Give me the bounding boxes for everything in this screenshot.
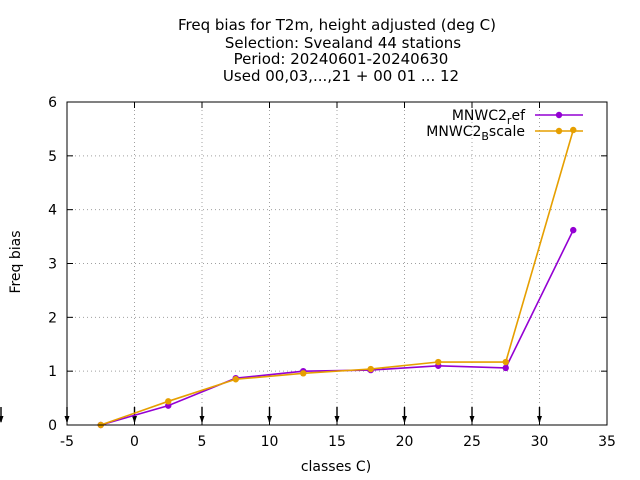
y-tick-label: 0 (48, 418, 57, 434)
title-line-3: Period: 20240601-20240630 (234, 50, 449, 68)
legend-marker (555, 111, 563, 119)
x-tick-label: 0 (130, 434, 139, 450)
data-point (502, 358, 509, 366)
y-tick-label: 6 (48, 95, 57, 111)
title-line-1: Freq bias for T2m, height adjusted (deg … (178, 16, 496, 34)
legend-label: MNWC2Bscale (426, 124, 525, 143)
y-tick-label: 3 (48, 257, 57, 273)
x-tick-label: 15 (328, 434, 346, 450)
data-point (435, 358, 442, 366)
data-point (232, 376, 239, 383)
chart-title: Freq bias for T2m, height adjusted (deg … (178, 16, 496, 85)
y-axis-label: Freq bias (8, 230, 24, 293)
x-tick-label: 5 (198, 434, 207, 450)
y-tick-label: 4 (48, 203, 57, 219)
x-tick-label: 10 (261, 434, 279, 450)
x-axis-label: classes C) (301, 459, 371, 475)
x-tick-label: 35 (598, 434, 616, 450)
data-point (502, 364, 509, 372)
class-marks (0, 407, 542, 423)
title-line-4: Used 00,03,...,21 + 00 01 ... 12 (223, 67, 459, 85)
data-point (570, 126, 577, 134)
class-mark-head (0, 416, 4, 423)
data-point (165, 398, 172, 405)
x-tick-label: 20 (396, 434, 414, 450)
series-line (100, 229, 574, 426)
y-tick-label: 2 (48, 310, 57, 326)
x-tick-label: -5 (60, 434, 74, 450)
x-tick-label: 30 (531, 434, 549, 450)
legend-marker (555, 127, 563, 135)
legend-label: MNWC2ref (452, 108, 526, 127)
x-tick-label: 25 (463, 434, 481, 450)
data-point (367, 365, 374, 373)
series-layer (97, 126, 577, 429)
ticks (66, 101, 608, 426)
series-line (100, 129, 575, 426)
y-tick-label: 1 (48, 364, 57, 380)
title-line-2: Selection: Svealand 44 stations (225, 34, 461, 52)
y-tick-label: 5 (48, 149, 57, 165)
data-point (300, 370, 307, 377)
grid (67, 102, 607, 425)
data-point (570, 226, 577, 234)
